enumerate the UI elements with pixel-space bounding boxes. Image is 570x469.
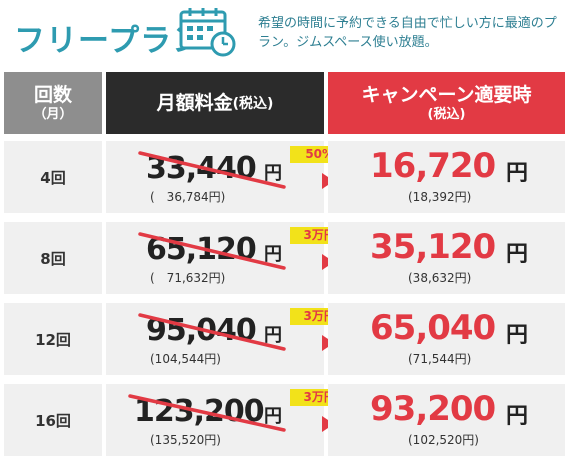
regular-price-tax: ( 71,632円) [150,271,226,285]
regular-price-unit: 円 [264,325,282,346]
regular-price-cell: 123,200 円 (135,520円) 3万円OFF [106,384,376,456]
price-row: 8回 65,120 円 ( 71,632円) 3万円OFF 35,120 円 (… [4,222,565,294]
campaign-price-tax: (18,392円) [408,190,472,204]
plan-title: フリープラン [14,23,205,59]
header-monthly: 月額料金 (税込) [106,72,324,134]
row-count: 12回 [4,303,102,375]
campaign-price-tax: (71,544円) [408,352,472,366]
campaign-price-unit: 円 [506,161,529,186]
campaign-price: 65,040 [370,308,496,348]
campaign-price-cell: 35,120 円 (38,632円) [328,222,565,294]
row-count: 8回 [4,222,102,294]
header-count-label: 回数 [33,83,72,106]
campaign-price-cell: 65,040 円 (71,544円) [328,303,565,375]
regular-price-cell: 33,440 円 ( 36,784円) 50%OFF [106,141,376,213]
campaign-price-unit: 円 [506,323,529,348]
header-count: 回数 （月） [4,72,102,134]
campaign-price: 16,720 [370,146,496,186]
header-campaign-label: キャンペーン適要時 [361,83,532,106]
price-row: 4回 33,440 円 ( 36,784円) 50%OFF 16,720 円 (… [4,141,565,213]
strikethrough-line [128,394,286,432]
regular-price-cell: 95,040 円 (104,544円) 3万円OFF [106,303,376,375]
regular-price-tax: ( 36,784円) [150,190,226,204]
campaign-price-tax: (38,632円) [408,271,472,285]
header-count-sub: （月） [33,106,73,122]
calendar-clock-icon [179,8,236,57]
campaign-price-unit: 円 [506,404,529,429]
price-row: 16回 123,200 円 (135,520円) 3万円OFF 93,200 円… [4,384,565,456]
header-monthly-label: 月額料金 [156,92,233,114]
header-campaign: キャンペーン適要時 (税込) [328,72,565,134]
campaign-price-tax: (102,520円) [408,433,479,447]
strikethrough-line [138,313,286,351]
strikethrough-line [138,151,286,189]
row-count: 16回 [4,384,102,456]
header-campaign-sub: (税込) [427,106,466,122]
campaign-price-cell: 93,200 円 (102,520円) [328,384,565,456]
regular-price-unit: 円 [264,406,282,427]
row-count: 4回 [4,141,102,213]
regular-price-unit: 円 [264,163,282,184]
header-monthly-sub: (税込) [232,96,274,112]
regular-price-cell: 65,120 円 ( 71,632円) 3万円OFF [106,222,376,294]
campaign-price: 93,200 [370,389,496,429]
regular-price-unit: 円 [264,244,282,265]
regular-price-tax: (104,544円) [150,352,221,366]
price-row: 12回 95,040 円 (104,544円) 3万円OFF 65,040 円 … [4,303,565,375]
regular-price-tax: (135,520円) [150,433,221,447]
plan-description: 希望の時間に予約できる自由で忙しい方に最適のプラン。ジムスペース使い放題。 [258,16,557,50]
campaign-price: 35,120 [370,227,496,267]
strikethrough-line [138,232,286,270]
campaign-price-cell: 16,720 円 (18,392円) [328,141,565,213]
campaign-price-unit: 円 [506,242,529,267]
